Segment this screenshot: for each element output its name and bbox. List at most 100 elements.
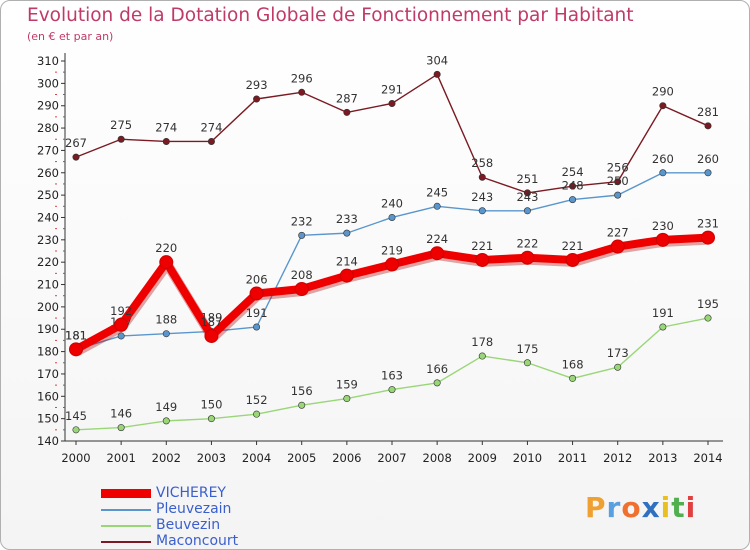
y-tick-label: 160 [37, 389, 59, 403]
legend-swatch [101, 489, 151, 498]
data-point-maconcourt [569, 182, 577, 190]
data-label-beuvezin: 168 [562, 357, 584, 371]
data-label-beuvezin: 150 [200, 398, 222, 412]
data-point-pleuvezain [298, 231, 306, 239]
x-tick-label: 2003 [197, 451, 226, 465]
x-tick-label: 2011 [558, 451, 587, 465]
legend-swatch [101, 525, 151, 527]
data-label-vicherey: 181 [65, 328, 87, 342]
y-tick-label: 140 [37, 434, 59, 448]
logo-letter: x [641, 491, 661, 524]
data-point-vicherey [159, 255, 174, 270]
data-label-pleuvezain: 243 [516, 190, 538, 204]
data-point-pleuvezain [433, 202, 441, 210]
data-point-beuvezin [614, 363, 622, 371]
x-tick-label: 2008 [423, 451, 452, 465]
data-point-maconcourt [523, 189, 531, 197]
logo-letter: o [621, 491, 642, 524]
y-tick-label: 150 [37, 412, 59, 426]
data-label-maconcourt: 304 [426, 53, 448, 67]
data-label-vicherey: 222 [516, 237, 538, 251]
logo-letter: P [585, 491, 607, 524]
data-label-pleuvezain: 233 [336, 212, 358, 226]
data-point-pleuvezain [614, 191, 622, 199]
data-point-vicherey [294, 282, 309, 296]
data-point-vicherey [204, 328, 219, 343]
legend-label: VICHEREY [156, 485, 226, 501]
data-point-vicherey [701, 230, 715, 245]
data-label-beuvezin: 166 [426, 362, 448, 376]
data-label-pleuvezain: 250 [607, 174, 629, 188]
data-label-vicherey: 192 [110, 304, 132, 318]
y-tick-label: 250 [37, 188, 59, 202]
x-tick-label: 2004 [242, 451, 271, 465]
data-label-vicherey: 231 [697, 217, 719, 231]
y-tick-label: 280 [37, 121, 59, 135]
chart-subtitle: (en € et par an) [27, 30, 114, 43]
data-point-pleuvezain [523, 207, 531, 215]
x-tick-label: 2000 [61, 451, 90, 465]
data-label-beuvezin: 195 [697, 297, 719, 311]
x-tick-label: 2010 [513, 451, 542, 465]
y-tick-label: 180 [37, 345, 59, 359]
data-point-vicherey [339, 268, 354, 283]
logo-letter: r [606, 491, 622, 524]
data-point-beuvezin [72, 426, 80, 434]
data-point-pleuvezain [343, 229, 351, 237]
data-point-beuvezin [253, 410, 261, 418]
y-tick-label: 270 [37, 143, 59, 157]
data-point-beuvezin [704, 314, 712, 322]
data-label-pleuvezain: 245 [426, 185, 448, 199]
data-point-pleuvezain [388, 213, 396, 221]
data-point-maconcourt [343, 108, 351, 116]
data-label-beuvezin: 163 [381, 369, 403, 383]
data-point-pleuvezain [117, 332, 125, 340]
data-point-maconcourt [298, 88, 306, 96]
data-label-vicherey: 221 [562, 239, 584, 253]
data-point-maconcourt [117, 135, 125, 143]
data-point-maconcourt [207, 137, 215, 145]
data-label-pleuvezain: 248 [562, 179, 584, 193]
chart-title: Evolution de la Dotation Globale de Fonc… [27, 5, 634, 26]
data-point-maconcourt [614, 178, 622, 186]
legend-label: Beuvezin [156, 517, 221, 533]
data-label-vicherey: 227 [607, 226, 629, 240]
y-tick-label: 290 [37, 99, 59, 113]
data-point-pleuvezain [478, 207, 486, 215]
data-label-vicherey: 206 [246, 272, 268, 286]
data-label-maconcourt: 281 [697, 105, 719, 119]
y-tick-label: 170 [37, 367, 59, 381]
x-tick-label: 2006 [332, 451, 361, 465]
data-label-maconcourt: 291 [381, 82, 403, 96]
x-tick-label: 2012 [603, 451, 632, 465]
y-tick-label: 300 [37, 76, 59, 90]
data-label-maconcourt: 274 [155, 120, 177, 134]
data-point-beuvezin [343, 395, 351, 403]
data-label-vicherey: 230 [652, 219, 674, 233]
data-point-beuvezin [569, 374, 577, 382]
x-tick-label: 2009 [468, 451, 497, 465]
data-label-beuvezin: 173 [607, 346, 629, 360]
data-point-beuvezin [207, 415, 215, 423]
data-point-maconcourt [659, 102, 667, 110]
data-label-beuvezin: 145 [65, 409, 87, 423]
data-label-beuvezin: 152 [246, 393, 268, 407]
x-tick-label: 2013 [648, 451, 677, 465]
data-point-pleuvezain [162, 330, 170, 338]
data-label-pleuvezain: 232 [291, 214, 313, 228]
data-label-maconcourt: 254 [562, 165, 584, 179]
data-label-maconcourt: 296 [291, 71, 313, 85]
legend-label: Pleuvezain [156, 501, 232, 517]
data-point-maconcourt [433, 70, 441, 78]
data-point-pleuvezain [253, 323, 261, 331]
data-label-beuvezin: 159 [336, 378, 358, 392]
y-tick-label: 200 [37, 300, 59, 314]
data-point-beuvezin [523, 359, 531, 367]
data-point-vicherey [114, 317, 129, 332]
data-point-pleuvezain [569, 196, 577, 204]
y-tick-label: 190 [37, 322, 59, 336]
data-label-beuvezin: 175 [516, 342, 538, 356]
x-tick-label: 2005 [287, 451, 316, 465]
data-label-maconcourt: 256 [607, 161, 629, 175]
